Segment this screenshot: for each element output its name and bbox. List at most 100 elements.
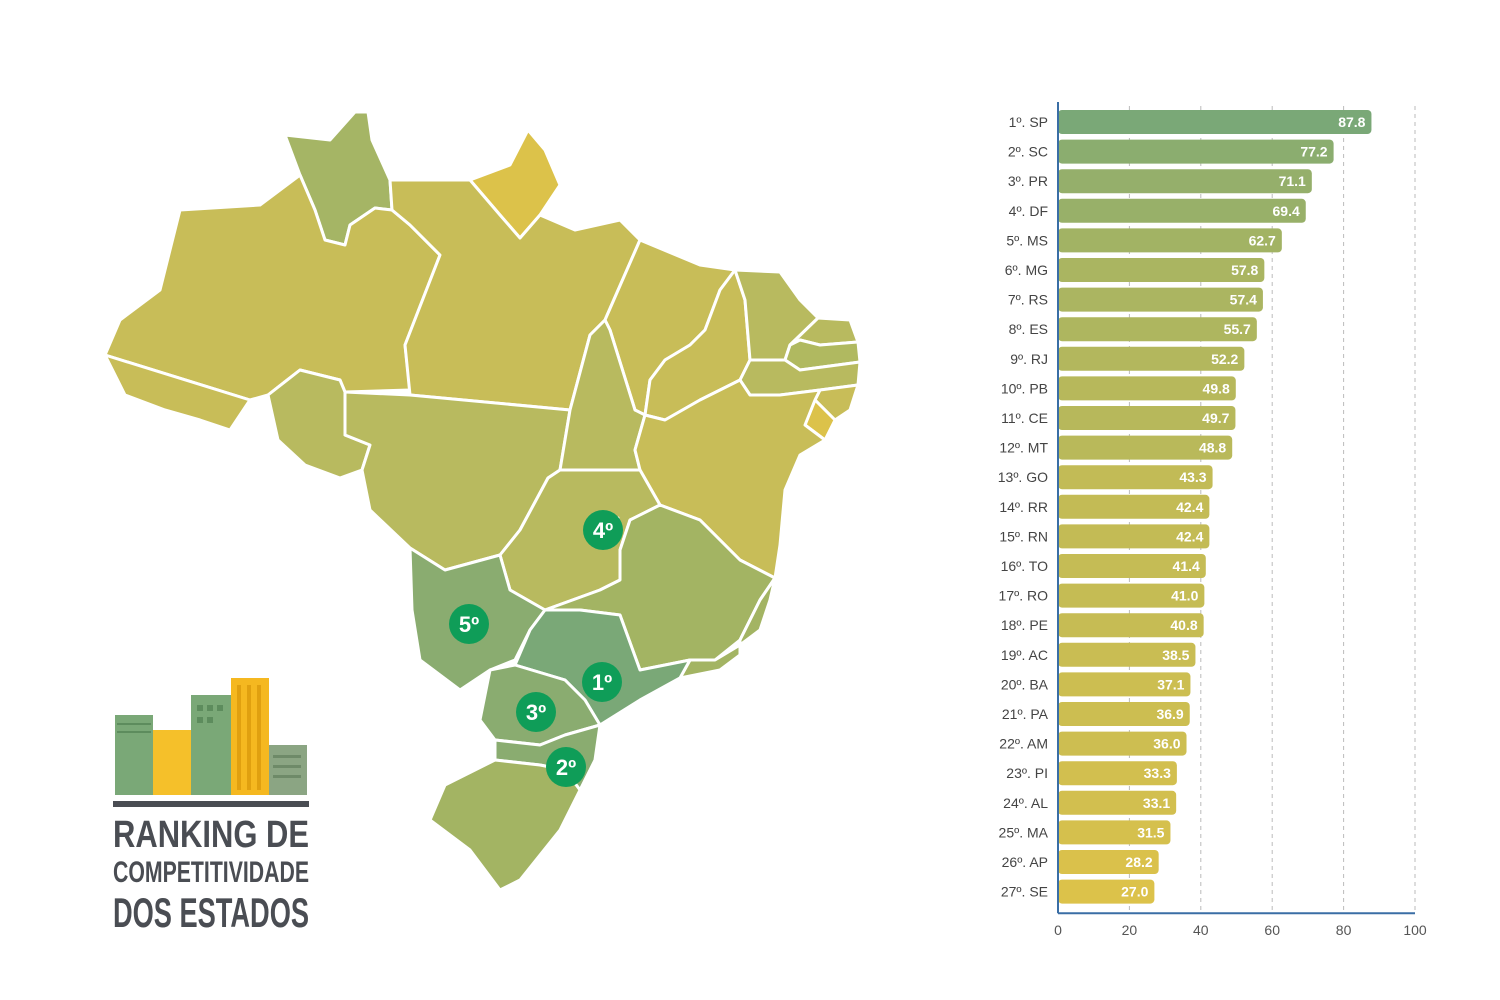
state-ac: [103, 353, 252, 432]
marker-label-ms: 5º: [459, 612, 479, 637]
category-label: 24º. AL: [1003, 795, 1048, 811]
bar: [1058, 317, 1257, 342]
bar: [1058, 790, 1177, 815]
category-label: 2º. SC: [1008, 144, 1048, 160]
marker-ms: [449, 604, 489, 644]
bar: [1058, 376, 1236, 401]
bar-value-label: 27.0: [1121, 884, 1148, 900]
brazil-map-panel: 1º 2º 3º 4º 5º: [60, 40, 940, 960]
bar: [1058, 820, 1171, 845]
bar-value-label: 62.7: [1249, 232, 1276, 248]
bar-value-label: 48.8: [1199, 440, 1226, 456]
bar-value-label: 52.2: [1211, 351, 1238, 367]
bar-value-label: 33.3: [1144, 765, 1171, 781]
bar-value-label: 69.4: [1273, 203, 1300, 219]
bar: [1058, 642, 1196, 667]
bar-value-label: 31.5: [1137, 824, 1164, 840]
marker-sc: [546, 747, 586, 787]
category-label: 5º. MS: [1006, 232, 1048, 248]
marker-label-df: 4º: [593, 518, 613, 543]
state-am: [103, 173, 442, 402]
category-label: 26º. AP: [1002, 854, 1048, 870]
brazil-map: 1º 2º 3º 4º 5º: [103, 110, 862, 892]
x-tick-label: 100: [1403, 922, 1427, 938]
bar: [1058, 613, 1204, 638]
bar: [1058, 672, 1191, 697]
bar: [1058, 761, 1177, 786]
bar: [1058, 139, 1334, 164]
bar-value-label: 40.8: [1170, 617, 1197, 633]
logo-line-1: RANKING DE: [113, 814, 309, 856]
bar: [1058, 494, 1210, 519]
marker-label-sp: 1º: [592, 670, 612, 695]
x-tick-label: 80: [1336, 922, 1352, 938]
category-label: 7º. RS: [1008, 292, 1048, 308]
bar: [1058, 465, 1213, 490]
bar: [1058, 435, 1233, 460]
marker-sp: [582, 662, 622, 702]
bar: [1058, 287, 1263, 312]
bar: [1058, 346, 1245, 371]
bar: [1058, 110, 1372, 134]
marker-pr: [516, 692, 556, 732]
category-label: 4º. DF: [1009, 203, 1048, 219]
bar-value-label: 43.3: [1179, 469, 1206, 485]
category-label: 27º. SE: [1001, 884, 1048, 900]
bar: [1058, 169, 1312, 194]
x-tick-label: 20: [1122, 922, 1138, 938]
category-label: 25º. MA: [999, 824, 1049, 840]
bar: [1058, 702, 1190, 726]
bar-value-label: 77.2: [1300, 144, 1327, 160]
category-label: 22º. AM: [999, 736, 1048, 752]
bar: [1058, 583, 1205, 608]
bar: [1058, 406, 1236, 430]
category-label: 12º. MT: [999, 440, 1048, 456]
bar-value-label: 33.1: [1143, 795, 1170, 811]
bar: [1058, 228, 1282, 253]
category-label: 14º. RR: [999, 499, 1048, 515]
axes: 0 20 40 60 80 100: [1054, 102, 1427, 938]
x-tick-label: 60: [1264, 922, 1280, 938]
bar-value-label: 37.1: [1157, 676, 1184, 692]
bar: [1058, 198, 1306, 223]
category-label: 16º. TO: [1001, 558, 1049, 574]
bar-value-label: 36.9: [1156, 706, 1183, 722]
state-es: [738, 576, 777, 647]
marker-label-pr: 3º: [526, 700, 546, 725]
bar-value-label: 42.4: [1176, 499, 1203, 515]
bar-value-label: 41.0: [1171, 588, 1198, 604]
category-label: 11º. CE: [1001, 410, 1048, 426]
category-label: 21º. PA: [1002, 706, 1049, 722]
category-label: 23º. PI: [1006, 765, 1048, 781]
logo-buildings: RANKING DE COMPETITIVIDADE DOS ESTADOS: [113, 678, 309, 936]
bar-value-label: 41.4: [1173, 558, 1200, 574]
category-label: 20º. BA: [1001, 676, 1049, 692]
bar-value-label: 49.7: [1202, 410, 1229, 426]
bar-value-label: 38.5: [1162, 647, 1189, 663]
category-label: 1º. SP: [1009, 114, 1048, 130]
category-label: 6º. MG: [1005, 262, 1048, 278]
bar-value-label: 49.8: [1203, 380, 1230, 396]
bar-value-label: 36.0: [1153, 736, 1180, 752]
ranking-bar-chart: 87.8 1º. SP 77.2 2º. SC 71.1 3º. PR 69.4 4º. DF…: [980, 90, 1450, 950]
bar: [1058, 731, 1187, 756]
bar: [1058, 554, 1206, 578]
x-tick-label: 0: [1054, 922, 1062, 938]
bar: [1058, 258, 1265, 282]
marker-df: [583, 510, 623, 550]
category-label: 15º. RN: [999, 528, 1048, 544]
bar: [1058, 850, 1159, 874]
category-label: 19º. AC: [1001, 647, 1048, 663]
logo-line-2: COMPETITIVIDADE: [113, 856, 309, 889]
bar-value-label: 57.4: [1230, 292, 1257, 308]
category-label: 13º. GO: [998, 469, 1048, 485]
marker-label-sc: 2º: [556, 755, 576, 780]
chart-svg: 87.8 1º. SP 77.2 2º. SC 71.1 3º. PR 69.4 4º. DF…: [998, 102, 1427, 938]
category-label: 9º. RJ: [1010, 351, 1048, 367]
bar-value-label: 71.1: [1279, 173, 1306, 189]
bar-value-label: 42.4: [1176, 528, 1203, 544]
ranking-markers: 1º 2º 3º 4º 5º: [449, 510, 623, 787]
category-label: 10º. PB: [1001, 380, 1048, 396]
category-label: 3º. PR: [1008, 173, 1048, 189]
state-pa: [388, 178, 642, 412]
